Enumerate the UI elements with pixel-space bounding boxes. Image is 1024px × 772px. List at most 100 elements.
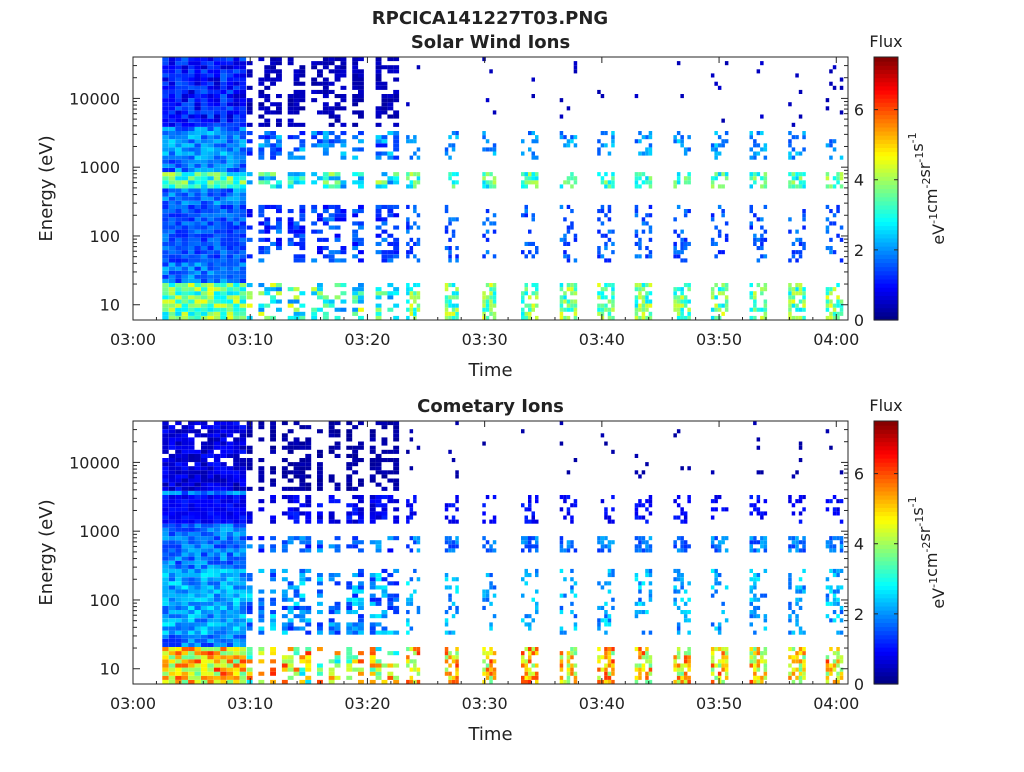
heatmap-cell (840, 676, 844, 680)
heatmap-cell (220, 544, 226, 548)
heatmap-cell (169, 437, 175, 441)
heatmap-cell (288, 540, 294, 544)
heatmap-cell (836, 295, 840, 299)
heatmap-cell (489, 295, 493, 299)
heatmap-cell (195, 598, 201, 602)
heatmap-cell (387, 283, 393, 287)
heatmap-cell (608, 622, 612, 626)
heatmap-cell (764, 254, 768, 258)
heatmap-cell (188, 147, 194, 151)
heatmap-cell (169, 106, 175, 110)
heatmap-cell (182, 316, 188, 320)
heatmap-cell (638, 176, 642, 180)
heatmap-cell (725, 676, 729, 680)
heatmap-cell (382, 569, 388, 573)
heatmap-cell (220, 627, 226, 631)
heatmap-cell (214, 135, 220, 139)
heatmap-cell (162, 647, 168, 651)
heatmap-cell (570, 221, 574, 225)
colorbar-segment (874, 73, 898, 78)
heatmap-cell (188, 78, 194, 82)
heatmap-cell (638, 585, 642, 589)
heatmap-cell (169, 217, 175, 221)
heatmap-cell (201, 263, 207, 267)
heatmap-cell (329, 213, 335, 217)
heatmap-cell (718, 548, 722, 552)
heatmap-cell (169, 548, 175, 552)
heatmap-cell (169, 147, 175, 151)
colorbar-segment (874, 209, 898, 214)
heatmap-cell (169, 295, 175, 299)
heatmap-cell (448, 598, 452, 602)
heatmap-cell (227, 433, 233, 437)
heatmap-cell (455, 668, 459, 672)
heatmap-cell (227, 569, 233, 573)
heatmap-cell (188, 610, 194, 614)
heatmap-cell (611, 283, 615, 287)
heatmap-cell (826, 429, 830, 433)
heatmap-cell (836, 664, 840, 668)
heatmap-cell (711, 585, 715, 589)
heatmap-cell (387, 421, 393, 425)
heatmap-cell (358, 442, 364, 446)
heatmap-cell (247, 429, 253, 433)
heatmap-cell (346, 610, 352, 614)
heatmap-cell (406, 664, 410, 668)
heatmap-cell (195, 561, 201, 565)
heatmap-cell (214, 267, 220, 271)
heatmap-cell (376, 499, 382, 503)
heatmap-cell (258, 180, 264, 184)
heatmap-cell (169, 238, 175, 242)
heatmap-cell (680, 238, 684, 242)
heatmap-cell (305, 668, 311, 672)
heatmap-cell (175, 238, 181, 242)
heatmap-cell (673, 668, 677, 672)
heatmap-cell (410, 676, 414, 680)
heatmap-cell (604, 442, 608, 446)
heatmap-cell (604, 131, 608, 135)
heatmap-cell (264, 250, 270, 254)
heatmap-cell (220, 590, 226, 594)
heatmap-cell (207, 291, 213, 295)
heatmap-cell (604, 511, 608, 515)
heatmap-cell (214, 631, 220, 635)
heatmap-cell (802, 585, 806, 589)
heatmap-cell (445, 308, 449, 312)
heatmap-cell (370, 585, 376, 589)
heatmap-cell (410, 647, 414, 651)
heatmap-cell (220, 295, 226, 299)
heatmap-cell (611, 647, 615, 651)
heatmap-cell (182, 57, 188, 61)
heatmap-cell (201, 544, 207, 548)
heatmap-cell (240, 659, 246, 663)
heatmap-cell (486, 664, 490, 668)
heatmap-cell (195, 495, 201, 499)
heatmap-cell (760, 594, 764, 598)
heatmap-cell (201, 639, 207, 643)
heatmap-cell (329, 217, 335, 221)
heatmap-cell (182, 267, 188, 271)
heatmap-cell (162, 548, 168, 552)
heatmap-cell (220, 429, 226, 433)
heatmap-cell (169, 573, 175, 577)
heatmap-cell (188, 287, 194, 291)
heatmap-cell (317, 548, 323, 552)
heatmap-cell (227, 242, 233, 246)
heatmap-cell (760, 238, 764, 242)
heatmap-cell (448, 548, 452, 552)
heatmap-cell (358, 94, 364, 98)
heatmap-cell (410, 466, 414, 470)
heatmap-cell (233, 197, 239, 201)
heatmap-cell (175, 78, 181, 82)
heatmap-cell (532, 131, 536, 135)
heatmap-cell (169, 647, 175, 651)
heatmap-cell (829, 590, 833, 594)
heatmap-cell (294, 614, 300, 618)
heatmap-cell (227, 106, 233, 110)
heatmap-cell (799, 676, 803, 680)
heatmap-cell (635, 577, 639, 581)
unit-exponent: -2 (920, 178, 933, 189)
heatmap-cell (341, 300, 347, 304)
heatmap-cell (764, 511, 768, 515)
heatmap-cell (352, 627, 358, 631)
